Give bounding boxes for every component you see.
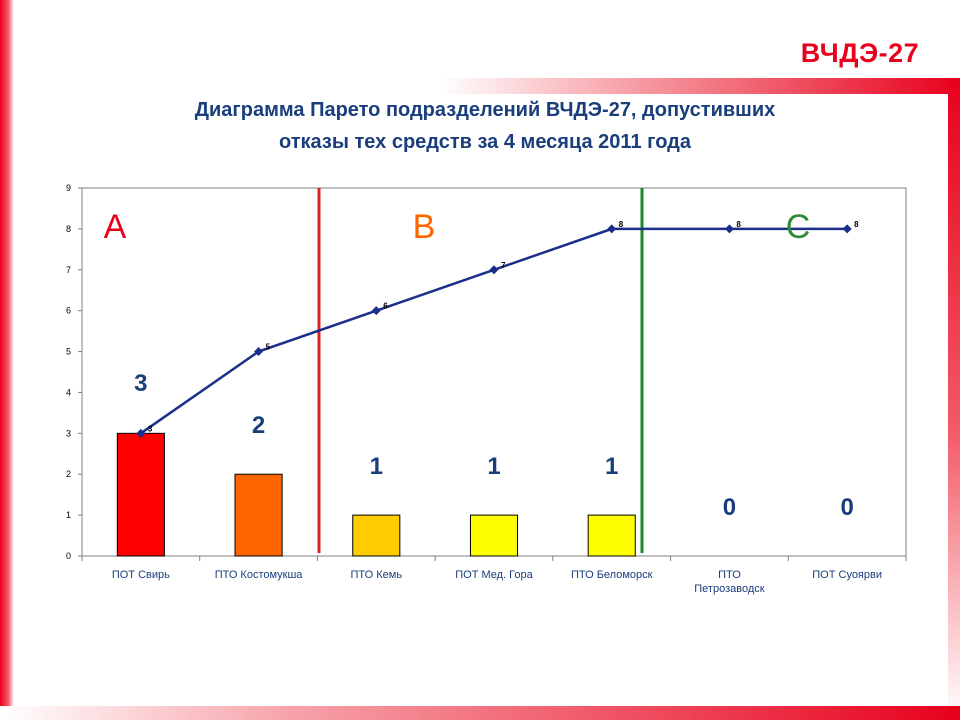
x-category-label: Петрозаводск [694, 583, 764, 595]
cumulative-value-label: 3 [148, 424, 153, 433]
frame-right-stripe [948, 78, 960, 720]
bar [352, 514, 401, 557]
cumulative-value-label: 8 [854, 220, 859, 229]
x-category-label: ПОТ Свирь [112, 569, 170, 581]
bar-value-label: 1 [487, 453, 500, 480]
org-label: ВЧДЭ-27 [800, 38, 920, 68]
y-tick-label: 8 [66, 224, 71, 234]
cumulative-value-label: 8 [736, 220, 741, 229]
bar-value-label: 2 [252, 412, 265, 439]
cumulative-point [371, 306, 381, 316]
cumulative-point [724, 224, 734, 234]
y-tick-label: 1 [66, 510, 71, 520]
plot-area [81, 187, 907, 557]
y-tick-label: 5 [66, 347, 71, 357]
bar [587, 514, 636, 557]
bar [469, 514, 519, 557]
y-tick-label: 4 [66, 387, 71, 397]
frame-left-stripe [0, 0, 14, 720]
cumulative-point [254, 347, 264, 357]
chart-title-line2: отказы тех средств за 4 месяца 2011 года [279, 131, 691, 153]
zone-label-b: B [413, 208, 436, 246]
y-tick-label: 6 [66, 306, 71, 316]
cumulative-point [489, 265, 499, 275]
cumulative-value-label: 6 [383, 302, 388, 311]
cumulative-point [842, 224, 852, 234]
zone-label-a: A [104, 208, 127, 246]
chart-title: Диаграмма Парето подразделений ВЧДЭ-27, … [120, 94, 850, 158]
bar [116, 432, 165, 557]
bar-value-label: 3 [134, 370, 147, 397]
x-category-label: ПТО Кемь [351, 569, 403, 581]
frame-bottom-stripe [0, 706, 960, 720]
x-category-label: ПТО Беломорск [571, 569, 653, 581]
frame-top-stripe [440, 78, 960, 94]
y-tick-label: 3 [66, 428, 71, 438]
bar-value-label: 1 [605, 453, 618, 480]
cumulative-point [136, 428, 146, 438]
cumulative-value-label: 5 [266, 343, 271, 352]
chart-title-line1: Диаграмма Парето подразделений ВЧДЭ-27, … [194, 99, 776, 121]
bar-value-label: 1 [370, 453, 383, 480]
x-category-label: ПОТ Мед. Гора [455, 569, 533, 581]
x-category-label: ПОТ Суоярви [812, 569, 882, 581]
bar-value-label: 0 [840, 494, 853, 521]
y-tick-label: 0 [66, 551, 71, 561]
zone-label-c: C [786, 208, 811, 246]
cumulative-value-label: 7 [501, 261, 506, 270]
cumulative-point [607, 224, 617, 234]
cumulative-value-label: 8 [619, 220, 624, 229]
y-tick-label: 7 [66, 265, 71, 275]
bar [234, 473, 283, 557]
bar-value-label: 0 [723, 494, 736, 521]
y-tick-label: 9 [66, 183, 71, 193]
x-category-label: ПТО Костомукша [215, 569, 304, 581]
y-tick-label: 2 [66, 469, 71, 479]
x-category-label: ПТО [718, 569, 741, 581]
